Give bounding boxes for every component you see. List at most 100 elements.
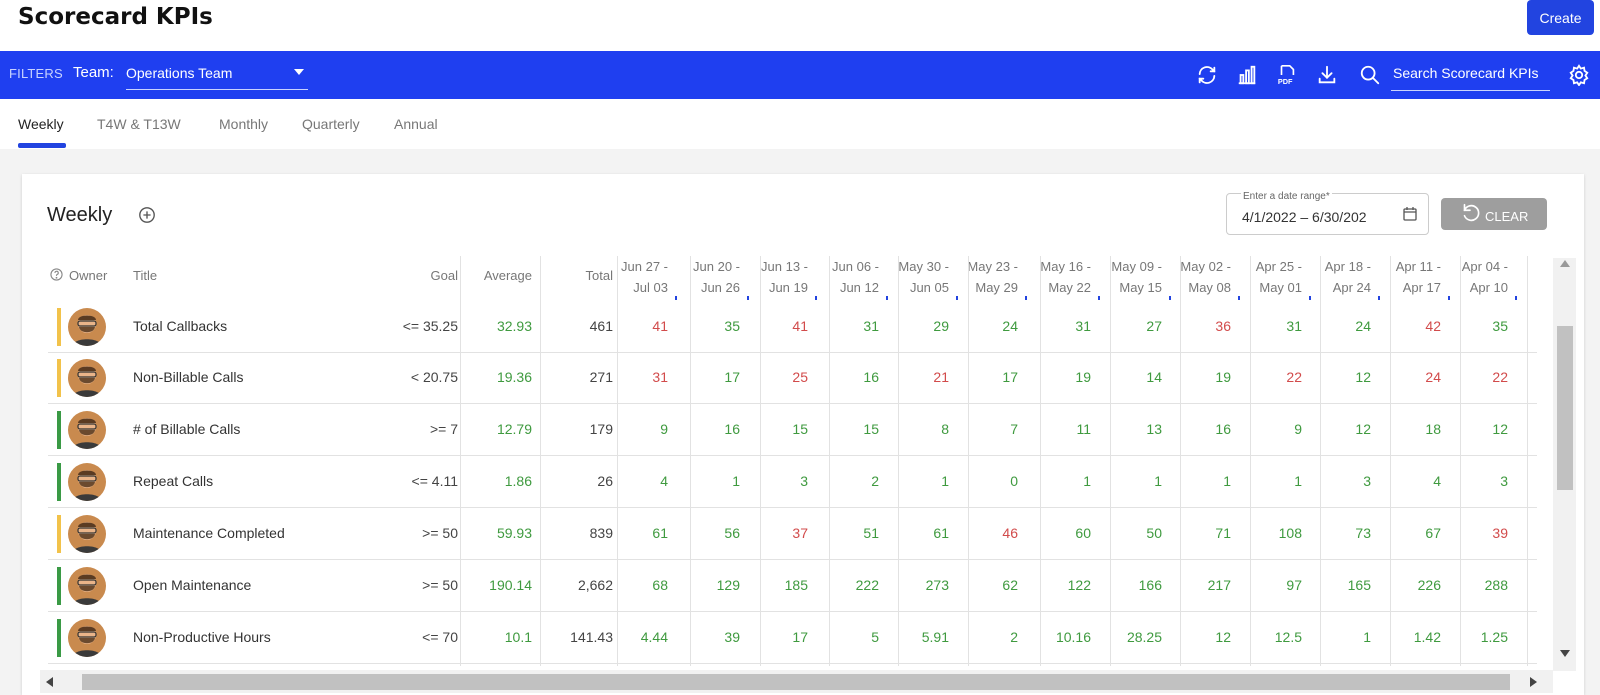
kpi-title[interactable]: Non-Productive Hours <box>133 629 271 645</box>
avatar[interactable] <box>68 308 106 346</box>
sort-indicator <box>1378 296 1380 300</box>
week-header: Jun 13 - Jun 19 <box>738 256 808 298</box>
date-range-value: 4/1/2022 – 6/30/202 <box>1242 209 1367 225</box>
week-start: Jun 27 - <box>621 259 668 274</box>
table-row[interactable]: Non-Productive Hours <= 70 10.1 141.43 4.44 3… <box>48 612 1537 664</box>
clear-button[interactable]: CLEAR <box>1441 198 1547 230</box>
scroll-down-icon[interactable] <box>1560 650 1570 658</box>
week-value: 1 <box>1363 629 1371 645</box>
week-value: 12 <box>1355 369 1371 385</box>
week-end: Jun 19 <box>768 280 808 295</box>
avatar[interactable] <box>68 619 106 657</box>
kpi-title[interactable]: Open Maintenance <box>133 577 252 593</box>
chart-icon[interactable] <box>1236 64 1258 86</box>
goal-value: <= 35.25 <box>402 318 458 334</box>
add-circle-icon[interactable] <box>138 206 156 224</box>
tab-annual[interactable]: Annual <box>394 116 438 132</box>
scorecard-card <box>22 174 1584 695</box>
week-header: May 23 - May 29 <box>948 256 1018 298</box>
vertical-scroll-thumb[interactable] <box>1557 326 1573 490</box>
avatar[interactable] <box>68 411 106 449</box>
avatar[interactable] <box>68 515 106 553</box>
week-header: Apr 18 - Apr 24 <box>1301 256 1371 298</box>
average-value: 1.86 <box>504 473 532 489</box>
download-icon[interactable] <box>1316 64 1338 86</box>
avatar[interactable] <box>68 463 106 501</box>
calendar-icon[interactable] <box>1402 206 1418 222</box>
table-row[interactable]: Non-Billable Calls < 20.75 19.36 271 31 17 25 1… <box>48 352 1537 404</box>
horizontal-scrollbar[interactable] <box>40 670 1553 693</box>
tab-quarterly[interactable]: Quarterly <box>302 116 360 132</box>
scroll-right-icon[interactable] <box>1530 677 1538 687</box>
search-icon[interactable] <box>1359 64 1381 86</box>
column-divider <box>460 256 461 666</box>
week-value: 9 <box>660 421 668 437</box>
table-row[interactable]: Repeat Calls <= 4.11 1.86 26 4 1 3 2 1 0 1 1 1 1 3 4 3 <box>48 456 1537 508</box>
week-end: Jun 05 <box>909 280 949 295</box>
svg-text:PDF: PDF <box>1278 77 1293 86</box>
column-divider <box>1320 256 1321 666</box>
week-value: 5 <box>871 629 879 645</box>
week-value: 60 <box>1075 525 1091 541</box>
table-row[interactable]: Maintenance Completed >= 50 59.93 839 61 56 37… <box>48 508 1537 560</box>
header-total: Total <box>585 268 613 283</box>
goal-value: <= 70 <box>422 629 458 645</box>
scroll-left-icon[interactable] <box>46 677 54 687</box>
week-start: Apr 25 - <box>1255 259 1302 274</box>
week-header: Apr 04 - Apr 10 <box>1438 256 1508 298</box>
sort-indicator <box>747 296 749 300</box>
week-value: 37 <box>792 525 808 541</box>
week-value: 288 <box>1484 577 1508 593</box>
tab-t4w-t13w[interactable]: T4W & T13W <box>97 116 181 132</box>
week-start: Jun 13 - <box>761 259 808 274</box>
settings-icon[interactable] <box>1568 64 1590 86</box>
avatar[interactable] <box>68 359 106 397</box>
week-header: May 16 - May 22 <box>1021 256 1091 298</box>
vertical-scrollbar[interactable] <box>1553 258 1576 671</box>
week-value: 19 <box>1215 369 1231 385</box>
column-divider <box>760 256 761 666</box>
week-value: 39 <box>1492 525 1508 541</box>
create-button[interactable]: Create <box>1527 0 1594 35</box>
tab-weekly[interactable]: Weekly <box>18 116 64 132</box>
week-value: 50 <box>1146 525 1162 541</box>
table-row[interactable]: Total Callbacks <= 35.25 32.93 461 41 35 41 31 2… <box>48 301 1537 353</box>
avatar[interactable] <box>68 567 106 605</box>
kpi-title[interactable]: # of Billable Calls <box>133 421 241 437</box>
scroll-up-icon[interactable] <box>1560 260 1570 268</box>
refresh-icon[interactable] <box>1196 64 1218 86</box>
week-value: 41 <box>652 318 668 334</box>
column-divider <box>898 256 899 666</box>
kpi-title[interactable]: Non-Billable Calls <box>133 369 244 385</box>
header-average: Average <box>483 268 532 283</box>
week-value: 41 <box>792 318 808 334</box>
tab-monthly[interactable]: Monthly <box>219 116 269 132</box>
date-range-input[interactable]: Enter a date range* 4/1/2022 – 6/30/202 <box>1226 191 1429 235</box>
week-value: 5.91 <box>921 629 949 645</box>
week-end: Apr 24 <box>1332 280 1371 295</box>
table-row[interactable]: Open Maintenance >= 50 190.14 2,662 68 129 185… <box>48 560 1537 612</box>
total-value: 179 <box>589 421 613 437</box>
pdf-icon[interactable]: PDF <box>1276 64 1298 86</box>
search-input[interactable]: Search Scorecard KPIs <box>1391 59 1550 91</box>
goal-value: >= 50 <box>422 525 458 541</box>
column-divider <box>1527 256 1528 666</box>
week-value: 9 <box>1294 421 1302 437</box>
week-value: 31 <box>652 369 668 385</box>
team-select[interactable]: Operations Team <box>126 60 308 90</box>
table-row[interactable]: # of Billable Calls >= 7 12.79 179 9 16 15 15 8 7… <box>48 404 1537 456</box>
week-value: 2 <box>871 473 879 489</box>
horizontal-scroll-thumb[interactable] <box>82 674 1510 690</box>
sort-indicator <box>1515 296 1517 300</box>
week-value: 10.16 <box>1055 629 1091 645</box>
kpi-title[interactable]: Maintenance Completed <box>133 525 285 541</box>
week-value: 39 <box>724 629 740 645</box>
help-icon[interactable] <box>50 268 63 281</box>
week-value: 22 <box>1492 369 1508 385</box>
week-value: 1 <box>1294 473 1302 489</box>
week-value: 24 <box>1425 369 1441 385</box>
kpi-title[interactable]: Repeat Calls <box>133 473 214 489</box>
week-header: May 30 - Jun 05 <box>879 256 949 298</box>
kpi-title[interactable]: Total Callbacks <box>133 318 228 334</box>
column-divider <box>1250 256 1251 666</box>
